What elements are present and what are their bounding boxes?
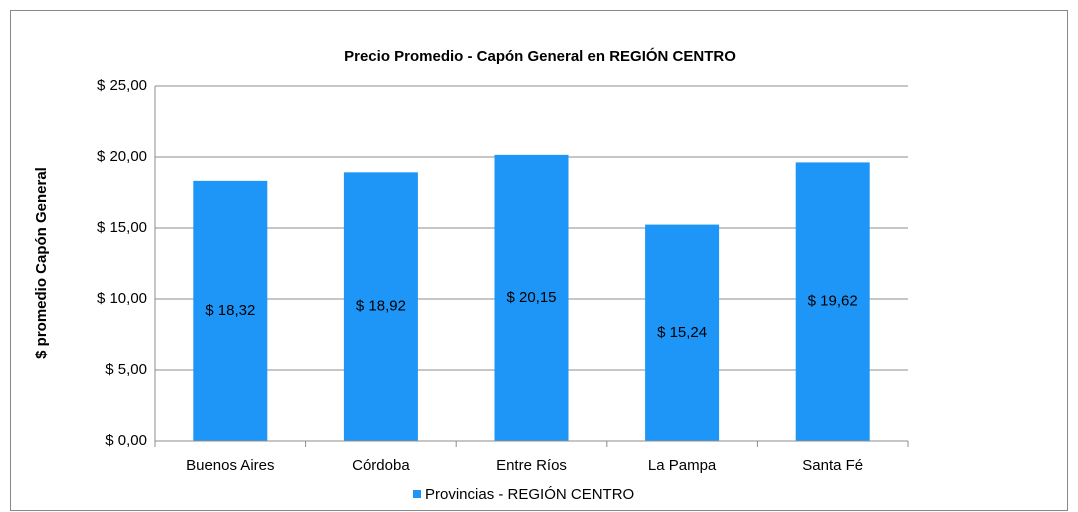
bar bbox=[795, 162, 870, 441]
bar bbox=[343, 172, 418, 441]
data-label: $ 18,92 bbox=[356, 298, 406, 315]
x-tick-label: Entre Ríos bbox=[496, 457, 567, 474]
y-tick-label: $ 10,00 bbox=[97, 290, 147, 307]
bar bbox=[645, 224, 720, 441]
y-tick-label: $ 25,00 bbox=[97, 77, 147, 94]
y-tick-label: $ 0,00 bbox=[105, 432, 147, 449]
chart-title: Precio Promedio - Capón General en REGIÓ… bbox=[344, 47, 736, 65]
bar bbox=[193, 180, 268, 441]
legend-swatch bbox=[413, 490, 421, 498]
bar bbox=[494, 154, 569, 441]
legend-label: Provincias - REGIÓN CENTRO bbox=[425, 486, 634, 503]
y-axis-label: $ promedio Capón General bbox=[33, 167, 50, 359]
x-tick-label: La Pampa bbox=[648, 457, 717, 474]
data-label: $ 18,32 bbox=[205, 302, 255, 319]
y-tick-label: $ 5,00 bbox=[105, 361, 147, 378]
data-label: $ 19,62 bbox=[808, 293, 858, 310]
x-tick-label: Buenos Aires bbox=[186, 457, 274, 474]
data-label: $ 20,15 bbox=[506, 289, 556, 306]
x-tick-label: Córdoba bbox=[352, 457, 410, 474]
y-tick-label: $ 15,00 bbox=[97, 219, 147, 236]
data-label: $ 15,24 bbox=[657, 324, 707, 341]
x-tick-label: Santa Fé bbox=[802, 457, 863, 474]
y-tick-label: $ 20,00 bbox=[97, 148, 147, 165]
